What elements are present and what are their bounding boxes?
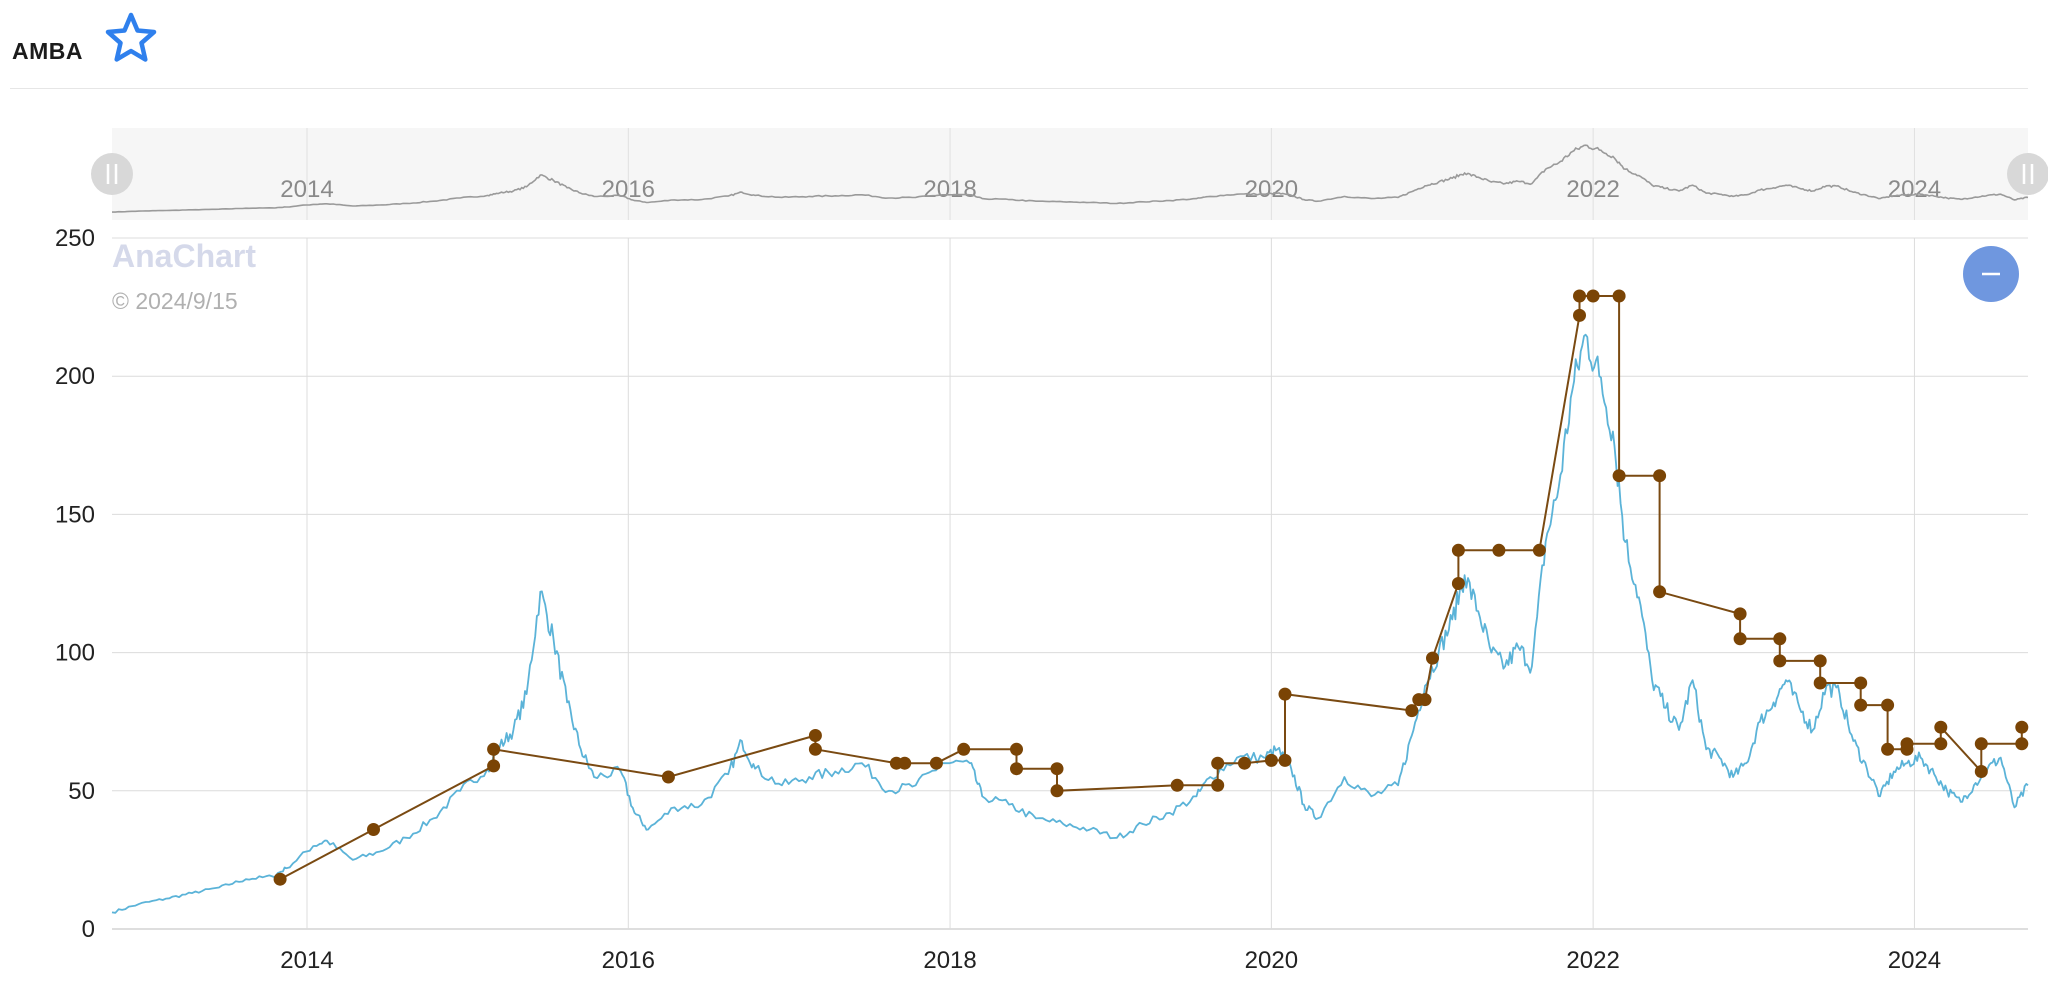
y-tick-label: 250 [55, 225, 95, 252]
y-tick-label: 0 [82, 916, 95, 943]
price-target-point [273, 872, 287, 886]
price-target-point [1451, 543, 1465, 557]
y-tick-label: 150 [55, 501, 95, 528]
price-target-point [1974, 765, 1988, 778]
price-target-point [1451, 577, 1465, 590]
price-target-point [1900, 737, 1914, 751]
x-tick-label: 2024 [1888, 947, 1941, 974]
price-target-point [957, 742, 971, 756]
price-target-point [367, 823, 380, 836]
price-target-point [1854, 698, 1868, 712]
price-target-point [661, 770, 675, 784]
navigator-x-label: 2022 [1566, 176, 1619, 203]
drag-handle-icon [2022, 164, 2034, 184]
price-target-point [1405, 704, 1419, 718]
price-target-markers [273, 289, 2029, 886]
x-tick-label: 2020 [1245, 947, 1298, 974]
price-target-point [1881, 698, 1895, 712]
y-tick-label: 50 [68, 778, 95, 805]
price-target-point [808, 729, 822, 742]
y-tick-label: 200 [55, 363, 95, 390]
price-target-point [1573, 289, 1586, 303]
price-target-point [1211, 756, 1225, 770]
price-target-point [1418, 693, 1432, 707]
x-axis-labels: 2014 2016 2018 2020 2022 2024 [280, 947, 1941, 974]
price-target-point [1854, 676, 1868, 690]
price-target-point [1278, 687, 1292, 701]
y-axis-labels: 0 50 100 150 200 250 [55, 225, 95, 943]
price-target-point [1170, 778, 1184, 792]
navigator-left-handle[interactable] [91, 153, 133, 195]
price-target-point [1612, 289, 1626, 303]
zoom-out-button[interactable] [1963, 246, 2019, 302]
price-target-point [1586, 289, 1600, 303]
price-target-point [1813, 654, 1827, 668]
watermark-date: © 2024/9/15 [112, 288, 238, 314]
price-target-point [1050, 762, 1064, 776]
navigator-x-label: 2018 [923, 176, 976, 203]
star-icon[interactable] [102, 10, 160, 68]
price-target-point [1773, 632, 1787, 646]
price-target-point [1974, 737, 1988, 751]
price-target-point [487, 742, 501, 756]
price-target-point [1653, 469, 1667, 483]
price-target-point [1264, 753, 1278, 767]
price-target-point [1238, 756, 1251, 770]
price-target-point [1934, 737, 1948, 751]
price-target-point [1653, 585, 1667, 599]
price-target-point [898, 756, 912, 770]
price-target-point [808, 742, 822, 756]
navigator-right-handle[interactable] [2007, 153, 2048, 195]
navigator[interactable]: 2014 2016 2018 2020 2022 2024 [91, 128, 2048, 220]
price-target-point [1050, 784, 1064, 798]
navigator-x-label: 2014 [280, 176, 333, 203]
price-target-point [2015, 720, 2029, 734]
x-tick-label: 2018 [923, 947, 976, 974]
price-target-point [1532, 543, 1546, 557]
price-target-point [1211, 778, 1225, 792]
y-tick-label: 100 [55, 640, 95, 667]
price-target-point [1733, 632, 1747, 646]
price-target-point [1573, 308, 1586, 322]
price-target-point [929, 756, 943, 770]
navigator-price-line [112, 144, 2029, 213]
price-target-point [2015, 737, 2029, 751]
watermark-brand: AnaChart [112, 238, 256, 274]
chart-header: AMBA [10, 0, 2028, 89]
price-target-point [1612, 469, 1626, 483]
navigator-x-label: 2020 [1245, 176, 1298, 203]
x-tick-label: 2022 [1566, 947, 1619, 974]
price-target-point [1492, 543, 1506, 557]
price-target-point [1010, 742, 1023, 756]
price-target-point [1934, 720, 1948, 734]
ticker-symbol: AMBA [12, 38, 83, 64]
price-target-point [1733, 607, 1747, 621]
price-target-point [487, 759, 501, 773]
price-target-point [1881, 742, 1895, 756]
chart-grid [112, 237, 2028, 930]
x-tick-label: 2016 [602, 947, 655, 974]
navigator-background [112, 128, 2028, 220]
price-target-point [1010, 762, 1023, 776]
price-target-line [279, 295, 2023, 881]
price-target-point [1813, 676, 1827, 690]
price-target-point [1773, 654, 1787, 668]
navigator-x-labels: 2014 2016 2018 2020 2022 2024 [280, 176, 1941, 203]
navigator-x-label: 2024 [1888, 176, 1941, 203]
price-target-point [1278, 753, 1292, 767]
price-target-point [1426, 651, 1439, 665]
x-tick-label: 2014 [280, 947, 333, 974]
drag-handle-icon [106, 164, 118, 184]
